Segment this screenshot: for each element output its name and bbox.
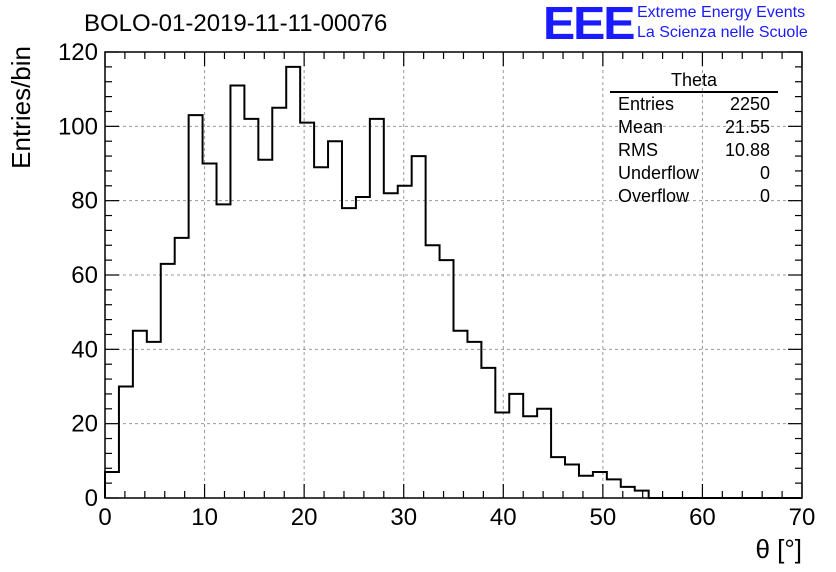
y-axis-label: Entries/bin — [6, 46, 36, 169]
logo-caption-line2: La Scienza nelle Scuole — [637, 24, 808, 41]
stats-row: Mean 21.55 — [610, 116, 778, 139]
x-tick-label: 50 — [590, 504, 617, 531]
stats-value: 21.55 — [724, 117, 770, 137]
stats-label: Overflow — [618, 186, 690, 206]
stats-box: Theta Entries 2250 Mean 21.55 RMS 10.88 Underf… — [610, 70, 778, 208]
x-tick-label: 0 — [98, 504, 111, 531]
chart-title: BOLO-01-2019-11-11-00076 — [84, 10, 388, 37]
stats-value: 0 — [759, 163, 770, 183]
stats-label: Underflow — [618, 163, 700, 183]
stats-title: Theta — [610, 70, 778, 93]
x-tick-labels: 0 10 20 30 40 50 60 70 — [98, 504, 815, 531]
axis-ticks — [104, 51, 803, 499]
stats-row: Overflow 0 — [610, 185, 778, 208]
eee-logo: EEE — [543, 0, 635, 49]
stats-label: RMS — [618, 140, 658, 160]
x-tick-label: 40 — [490, 504, 517, 531]
stats-value: 2250 — [729, 94, 770, 114]
x-tick-label: 60 — [689, 504, 716, 531]
stats-row: RMS 10.88 — [610, 139, 778, 162]
y-tick-label: 120 — [58, 39, 98, 66]
y-tick-labels: 0 20 40 60 80 100 120 — [58, 39, 98, 512]
stats-label: Entries — [618, 94, 675, 114]
x-tick-label: 30 — [390, 504, 417, 531]
logo-caption: Extreme Energy Events La Scienza nelle S… — [637, 3, 808, 43]
x-tick-label: 20 — [291, 504, 318, 531]
x-tick-label: 70 — [789, 504, 816, 531]
stats-row: Underflow 0 — [610, 162, 778, 185]
y-tick-label: 60 — [71, 262, 98, 289]
y-tick-label: 100 — [58, 113, 98, 140]
stats-value: 10.88 — [724, 140, 770, 160]
stats-label: Mean — [618, 117, 664, 137]
grid-lines — [105, 52, 802, 498]
y-tick-label: 0 — [85, 485, 98, 512]
x-tick-label: 10 — [191, 504, 218, 531]
logo-caption-line1: Extreme Energy Events — [637, 4, 806, 21]
stats-row: Entries 2250 — [610, 93, 778, 116]
stats-value: 0 — [759, 186, 770, 206]
y-tick-label: 80 — [71, 188, 98, 215]
x-axis-label: θ [°] — [755, 534, 802, 564]
histogram-outline — [104, 65, 802, 499]
y-tick-label: 20 — [71, 411, 98, 438]
y-tick-label: 40 — [71, 336, 98, 363]
